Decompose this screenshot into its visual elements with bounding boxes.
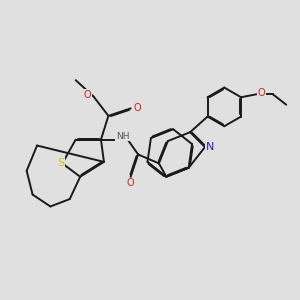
Text: O: O	[83, 90, 91, 100]
Text: N: N	[206, 142, 214, 152]
Text: O: O	[134, 103, 141, 113]
Text: NH: NH	[116, 131, 129, 140]
Text: O: O	[127, 178, 134, 188]
Text: O: O	[258, 88, 266, 98]
Text: S: S	[57, 158, 64, 168]
